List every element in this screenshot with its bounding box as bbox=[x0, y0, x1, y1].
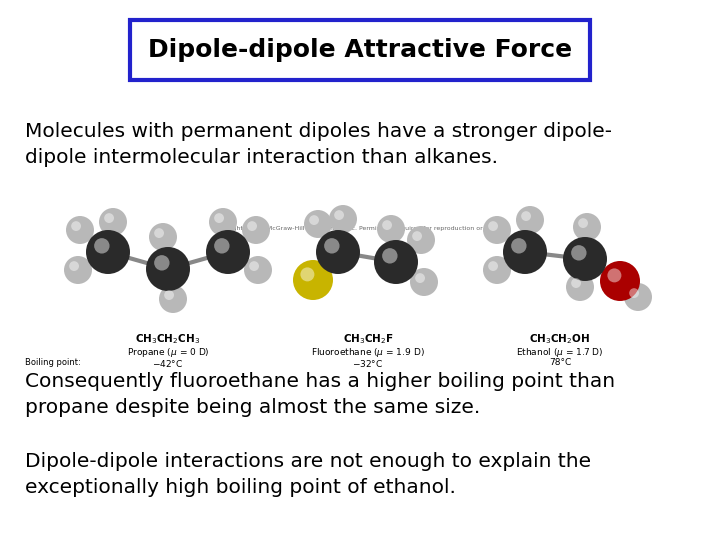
Circle shape bbox=[86, 230, 130, 274]
Circle shape bbox=[214, 238, 230, 254]
Circle shape bbox=[244, 256, 272, 284]
Circle shape bbox=[309, 215, 319, 225]
Circle shape bbox=[488, 221, 498, 231]
Text: Copyright © The McGraw-Hill Companies, Inc. Permission required for reproduction: Copyright © The McGraw-Hill Companies, I… bbox=[212, 225, 508, 231]
Circle shape bbox=[563, 237, 607, 281]
Circle shape bbox=[66, 216, 94, 244]
Text: Fluoroethane ($\mu$ = 1.9 D): Fluoroethane ($\mu$ = 1.9 D) bbox=[311, 346, 425, 359]
Circle shape bbox=[316, 230, 360, 274]
Circle shape bbox=[164, 290, 174, 300]
Circle shape bbox=[242, 216, 270, 244]
Circle shape bbox=[247, 221, 257, 231]
Text: Dipole-dipole interactions are not enough to explain the
exceptionally high boil: Dipole-dipole interactions are not enoug… bbox=[25, 452, 591, 497]
Text: Consequently fluoroethane has a higher boiling point than
propane despite being : Consequently fluoroethane has a higher b… bbox=[25, 372, 615, 417]
Circle shape bbox=[154, 228, 164, 238]
Text: Molecules with permanent dipoles have a stronger dipole-
dipole intermolecular i: Molecules with permanent dipoles have a … bbox=[25, 122, 612, 167]
Circle shape bbox=[209, 208, 237, 236]
Circle shape bbox=[94, 238, 109, 254]
Circle shape bbox=[304, 210, 332, 238]
Circle shape bbox=[511, 238, 526, 254]
Circle shape bbox=[516, 206, 544, 234]
Circle shape bbox=[324, 238, 340, 254]
Circle shape bbox=[578, 218, 588, 228]
Circle shape bbox=[154, 255, 169, 271]
Text: Boiling point:: Boiling point: bbox=[25, 358, 81, 367]
Circle shape bbox=[573, 213, 601, 241]
Circle shape bbox=[149, 223, 177, 251]
Circle shape bbox=[410, 268, 438, 296]
Circle shape bbox=[293, 260, 333, 300]
Circle shape bbox=[300, 267, 315, 281]
Circle shape bbox=[571, 245, 587, 260]
Circle shape bbox=[624, 283, 652, 311]
Circle shape bbox=[159, 285, 187, 313]
Circle shape bbox=[488, 261, 498, 271]
Circle shape bbox=[521, 211, 531, 221]
Circle shape bbox=[146, 247, 190, 291]
Circle shape bbox=[104, 213, 114, 223]
Text: $-$42°C: $-$42°C bbox=[153, 358, 184, 369]
FancyBboxPatch shape bbox=[130, 20, 590, 80]
Circle shape bbox=[64, 256, 92, 284]
Circle shape bbox=[334, 210, 344, 220]
Circle shape bbox=[69, 261, 79, 271]
Circle shape bbox=[71, 221, 81, 231]
Circle shape bbox=[415, 273, 425, 283]
Text: CH$_3$CH$_2$F: CH$_3$CH$_2$F bbox=[343, 332, 393, 346]
Circle shape bbox=[374, 240, 418, 284]
Circle shape bbox=[407, 226, 435, 254]
Circle shape bbox=[377, 215, 405, 243]
Circle shape bbox=[329, 205, 357, 233]
Circle shape bbox=[483, 256, 511, 284]
Circle shape bbox=[206, 230, 250, 274]
Circle shape bbox=[249, 261, 259, 271]
Circle shape bbox=[99, 208, 127, 236]
Circle shape bbox=[629, 288, 639, 298]
Text: $-$32°C: $-$32°C bbox=[352, 358, 384, 369]
Circle shape bbox=[483, 216, 511, 244]
Text: Dipole-dipole Attractive Force: Dipole-dipole Attractive Force bbox=[148, 38, 572, 62]
Circle shape bbox=[571, 278, 581, 288]
Circle shape bbox=[412, 231, 422, 241]
Text: CH$_3$CH$_2$OH: CH$_3$CH$_2$OH bbox=[529, 332, 590, 346]
Text: 78°C: 78°C bbox=[549, 358, 571, 367]
Text: Ethanol ($\mu$ = 1.7 D): Ethanol ($\mu$ = 1.7 D) bbox=[516, 346, 604, 359]
Text: CH$_3$CH$_2$CH$_3$: CH$_3$CH$_2$CH$_3$ bbox=[135, 332, 201, 346]
Text: Propane ($\mu$ = 0 D): Propane ($\mu$ = 0 D) bbox=[127, 346, 210, 359]
Circle shape bbox=[503, 230, 547, 274]
Circle shape bbox=[566, 273, 594, 301]
Circle shape bbox=[382, 248, 397, 264]
Circle shape bbox=[382, 220, 392, 230]
Circle shape bbox=[608, 268, 621, 282]
Circle shape bbox=[214, 213, 224, 223]
Circle shape bbox=[600, 261, 640, 301]
